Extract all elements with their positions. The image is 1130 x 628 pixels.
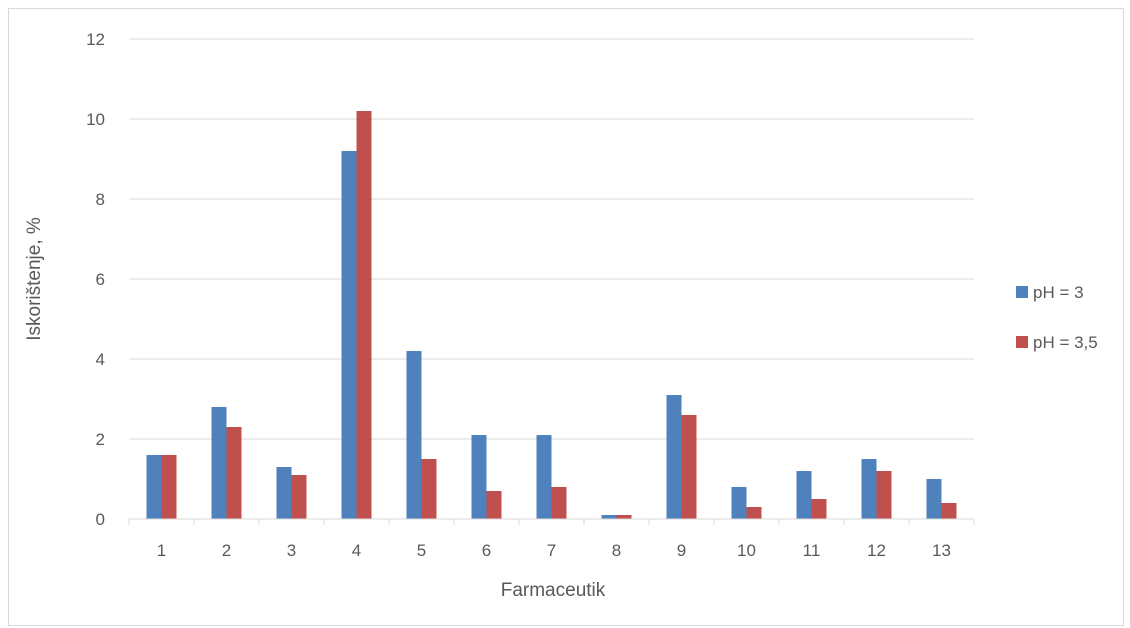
bar-series-1 <box>536 435 552 519</box>
bar-series-2 <box>616 515 632 519</box>
bar-series-2 <box>746 507 762 519</box>
bar-series-2 <box>681 415 697 519</box>
bar-series-1 <box>146 455 162 519</box>
y-tick-label: 4 <box>96 350 105 369</box>
x-tick-label: 6 <box>482 541 491 560</box>
bar-series-2 <box>486 491 502 519</box>
bar-series-1 <box>601 515 617 519</box>
x-tick-label: 3 <box>287 541 296 560</box>
y-tick-label: 6 <box>96 270 105 289</box>
legend-swatch <box>1016 286 1028 298</box>
y-tick-label: 0 <box>96 510 105 529</box>
bar-series-2 <box>356 111 372 519</box>
y-axis-title: Iskorištenje, % <box>24 217 45 341</box>
legend-swatch <box>1016 336 1028 348</box>
y-tick-label: 10 <box>86 110 105 129</box>
bar-series-1 <box>471 435 487 519</box>
x-tick-label: 2 <box>222 541 231 560</box>
gridlines <box>129 38 974 440</box>
legend-label: pH = 3 <box>1033 283 1084 302</box>
x-axis-title: Farmaceutik <box>501 580 606 601</box>
bar-series-2 <box>941 503 957 519</box>
bar-series-1 <box>276 467 292 519</box>
bars <box>146 111 957 519</box>
bar-series-2 <box>226 427 242 519</box>
bar-series-2 <box>551 487 567 519</box>
y-tick-label: 2 <box>96 430 105 449</box>
x-tick-label: 4 <box>352 541 361 560</box>
x-tick-label: 13 <box>932 541 951 560</box>
bar-series-2 <box>876 471 892 519</box>
bar-series-1 <box>731 487 747 519</box>
y-tick-label: 8 <box>96 190 105 209</box>
legend-label: pH = 3,5 <box>1033 333 1098 352</box>
x-tick-label: 8 <box>612 541 621 560</box>
x-tick-label: 11 <box>803 541 821 560</box>
bar-series-1 <box>406 351 422 519</box>
x-tick-label: 1 <box>157 541 166 560</box>
bar-series-2 <box>421 459 437 519</box>
x-tick-label: 9 <box>677 541 686 560</box>
bar-series-1 <box>926 479 942 519</box>
x-tick-label: 5 <box>417 541 426 560</box>
bar-series-1 <box>341 151 357 519</box>
bar-series-1 <box>861 459 877 519</box>
x-tick-label: 12 <box>867 541 886 560</box>
bar-series-2 <box>291 475 307 519</box>
bar-series-2 <box>161 455 177 519</box>
bar-series-2 <box>811 499 827 519</box>
x-tick-label: 10 <box>737 541 756 560</box>
y-tick-label: 12 <box>86 30 105 49</box>
x-tick-label: 7 <box>547 541 556 560</box>
bar-series-1 <box>211 407 227 519</box>
bar-series-1 <box>796 471 812 519</box>
bar-series-1 <box>666 395 682 519</box>
legend: pH = 3 pH = 3,5 <box>1016 283 1098 352</box>
